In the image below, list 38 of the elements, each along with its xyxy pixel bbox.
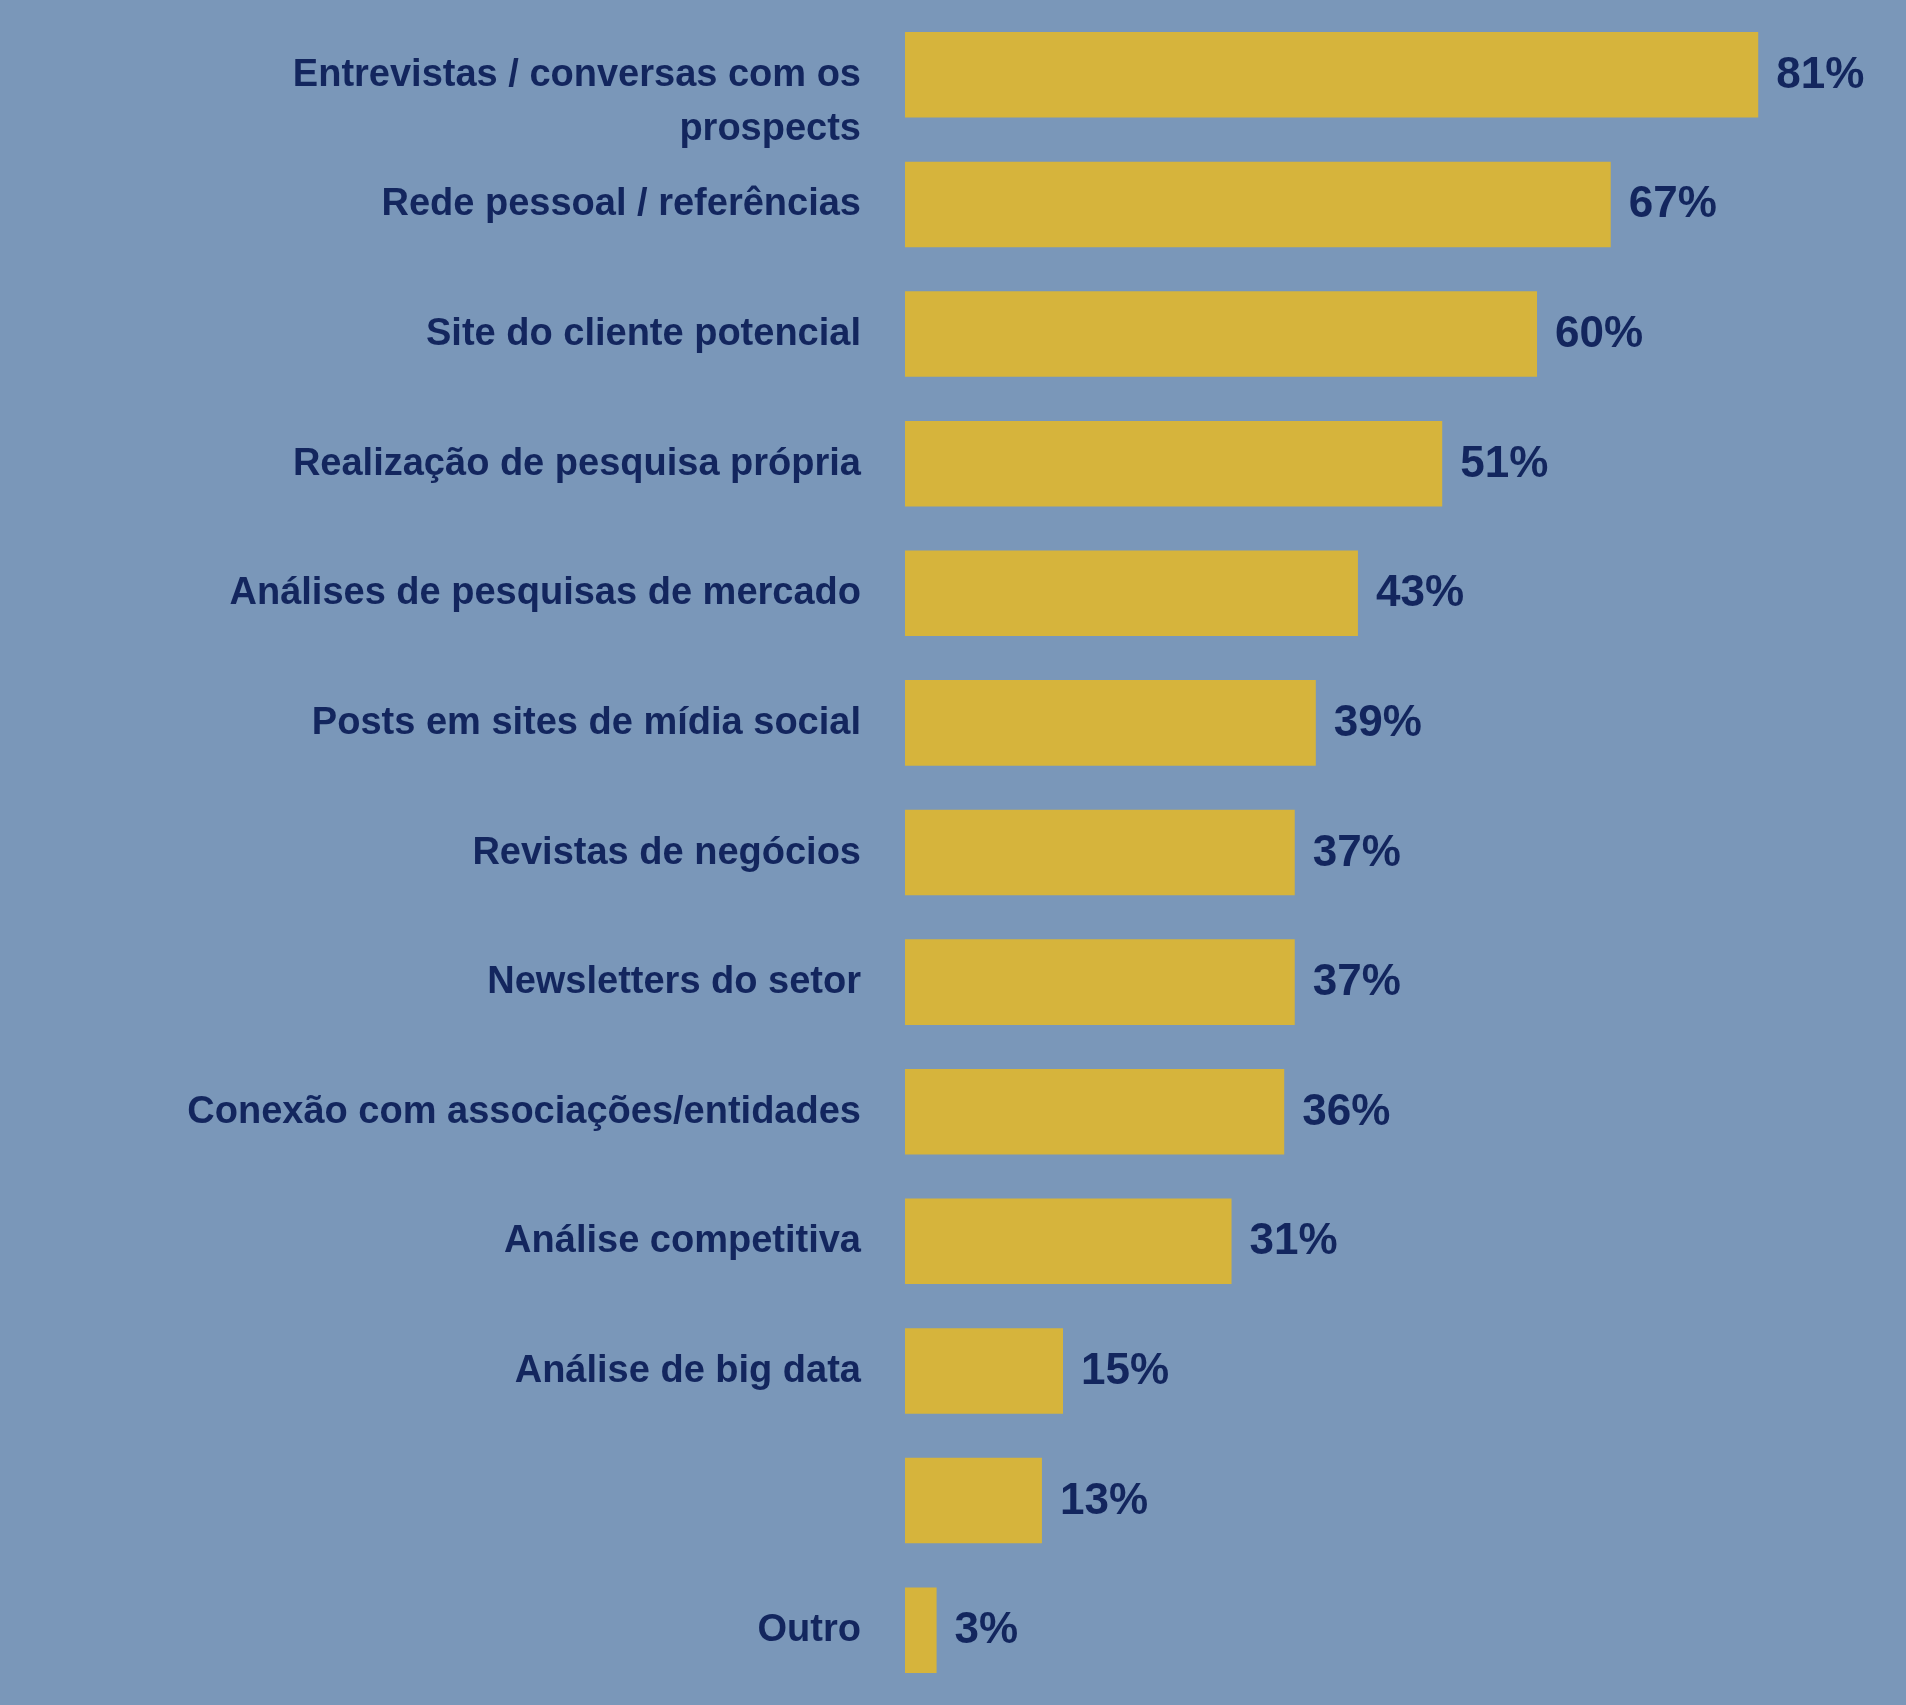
bar bbox=[905, 1198, 1232, 1285]
bar bbox=[905, 1068, 1285, 1155]
data-label: 39% bbox=[1333, 695, 1422, 745]
data-label: 37% bbox=[1312, 955, 1401, 1005]
bar bbox=[905, 939, 1295, 1025]
data-label: 31% bbox=[1249, 1214, 1338, 1264]
bar bbox=[905, 1587, 937, 1673]
data-label: 43% bbox=[1375, 566, 1465, 616]
bar bbox=[905, 420, 1443, 507]
bar bbox=[905, 550, 1358, 637]
y-tick-label: Análises de pesquisas de mercado bbox=[229, 570, 861, 613]
y-tick-label: Análise competitiva bbox=[504, 1218, 862, 1261]
data-label: 3% bbox=[954, 1603, 1019, 1653]
data-label: 36% bbox=[1302, 1084, 1391, 1134]
y-tick-label: Outro bbox=[757, 1607, 861, 1650]
bar bbox=[905, 32, 1759, 118]
data-label: 60% bbox=[1555, 307, 1644, 357]
bar bbox=[905, 1328, 1063, 1414]
data-label: 51% bbox=[1460, 436, 1549, 486]
data-label: 15% bbox=[1081, 1343, 1170, 1393]
data-label: 67% bbox=[1628, 177, 1717, 227]
y-tick-label: Entrevistas / conversas com os prospects bbox=[292, 51, 861, 148]
y-tick-label: Análise de big data bbox=[514, 1347, 862, 1390]
data-label: 81% bbox=[1776, 47, 1865, 97]
data-label: 37% bbox=[1312, 825, 1401, 875]
bar bbox=[905, 291, 1538, 377]
y-tick-label: Posts em sites de mídia social bbox=[311, 699, 861, 742]
y-tick-label: Site do cliente potencial bbox=[426, 311, 861, 354]
y-tick-label: Realização de pesquisa própria bbox=[292, 440, 862, 483]
bar bbox=[905, 680, 1316, 766]
bar bbox=[905, 809, 1295, 896]
y-tick-label: Revistas de negócios bbox=[472, 829, 861, 872]
y-tick-label: Rede pessoal / referências bbox=[381, 181, 861, 224]
data-label: 13% bbox=[1059, 1473, 1149, 1523]
bar bbox=[905, 161, 1611, 248]
bar bbox=[905, 1457, 1042, 1544]
y-tick-label: Conexão com associações/entidades bbox=[187, 1088, 861, 1131]
y-tick-label: Newsletters do setor bbox=[487, 959, 862, 1002]
